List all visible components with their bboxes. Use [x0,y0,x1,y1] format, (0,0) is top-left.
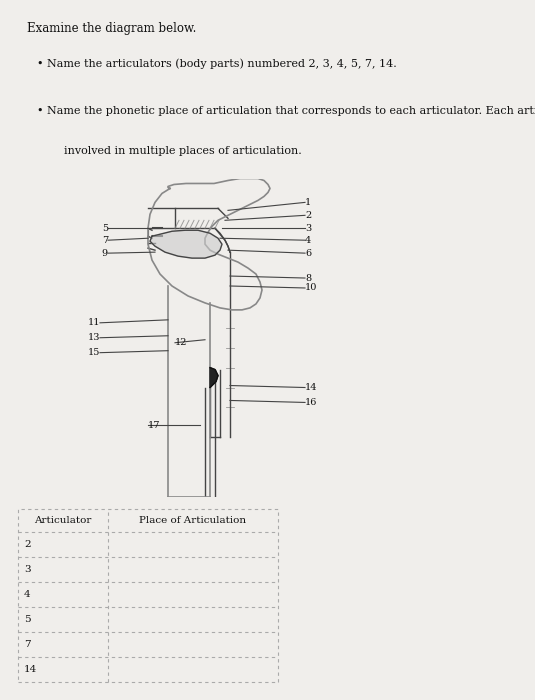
Text: • Name the phonetic place of articulation that corresponds to each articulator. : • Name the phonetic place of articulatio… [37,106,535,116]
Text: 17: 17 [148,421,160,430]
Text: 3: 3 [24,565,30,573]
Text: 14: 14 [24,665,37,673]
Polygon shape [210,368,218,388]
Text: 4: 4 [305,236,311,245]
Text: 2: 2 [24,540,30,549]
Text: 2: 2 [305,211,311,220]
Text: 7: 7 [24,640,30,649]
Text: 4: 4 [24,589,30,598]
Text: 16: 16 [305,398,317,407]
Text: involved in multiple places of articulation.: involved in multiple places of articulat… [64,146,302,155]
Text: Articulator: Articulator [34,516,91,525]
Polygon shape [150,230,222,258]
Text: 8: 8 [305,274,311,283]
Text: 6: 6 [305,248,311,258]
Text: 12: 12 [175,338,187,347]
Text: 15: 15 [88,348,100,357]
Text: 3: 3 [305,224,311,233]
Text: Place of Articulation: Place of Articulation [140,516,247,525]
Text: 13: 13 [88,333,100,342]
Text: 5: 5 [24,615,30,624]
Text: 11: 11 [88,318,100,328]
Text: 5: 5 [102,224,108,233]
Text: 1: 1 [305,198,311,207]
Text: 9: 9 [102,248,108,258]
Text: 14: 14 [305,383,317,392]
Text: Examine the diagram below.: Examine the diagram below. [27,22,196,35]
Text: • Name the articulators (body parts) numbered 2, 3, 4, 5, 7, 14.: • Name the articulators (body parts) num… [37,58,397,69]
Text: 10: 10 [305,284,317,293]
Text: 7: 7 [102,236,108,245]
